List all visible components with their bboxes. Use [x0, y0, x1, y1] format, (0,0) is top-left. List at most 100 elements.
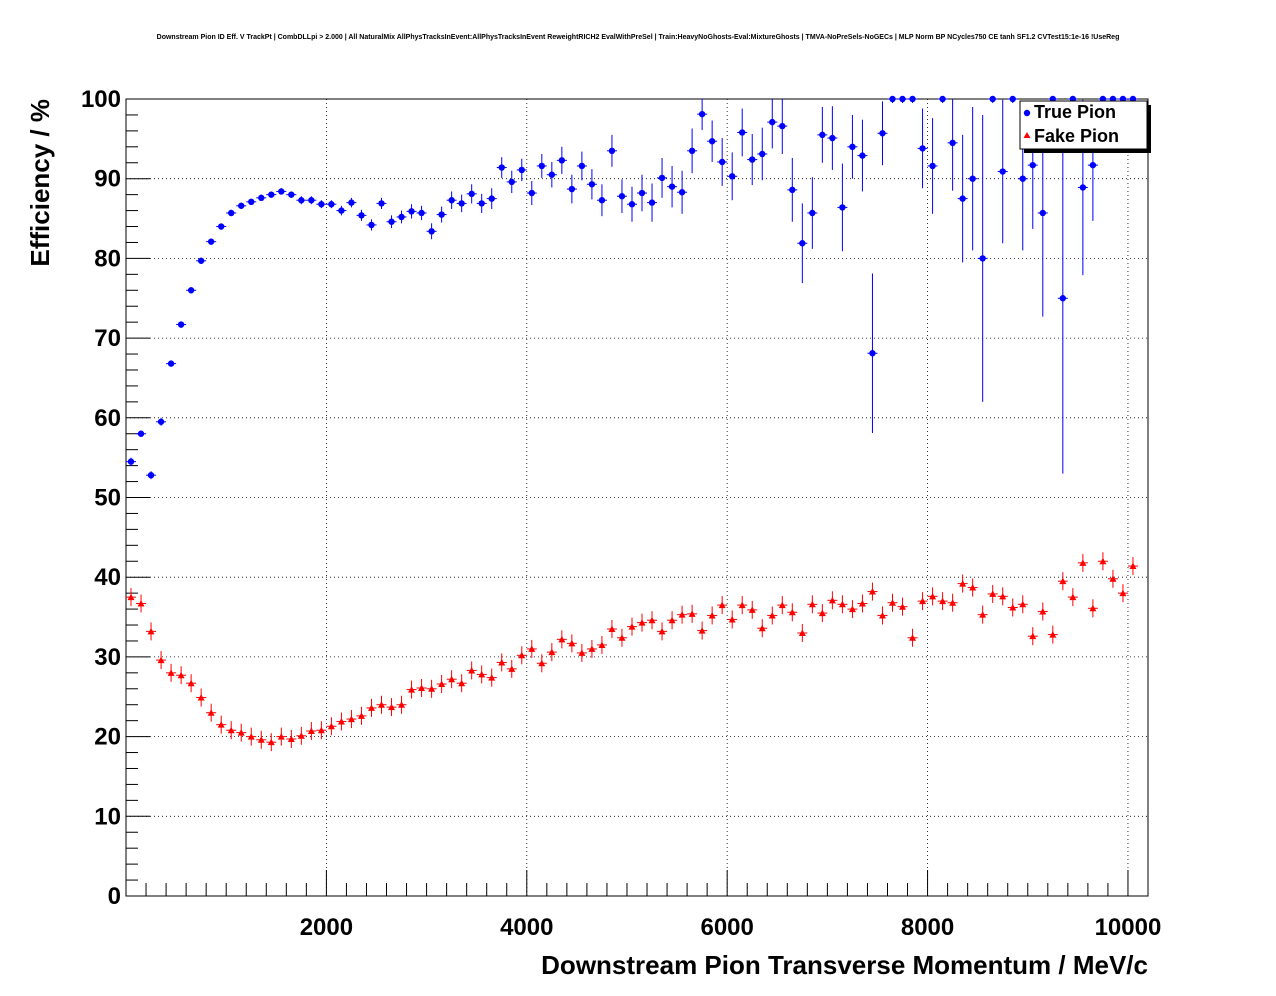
data-point-true-pion: [518, 166, 525, 174]
data-point-fake-pion: [177, 671, 185, 679]
data-point-fake-pion: [1059, 577, 1067, 585]
data-point-true-pion: [718, 158, 726, 166]
data-point-true-pion: [939, 95, 946, 103]
data-point-true-pion: [248, 198, 255, 206]
data-point-true-pion: [288, 191, 295, 198]
data-point-fake-pion: [367, 704, 375, 711]
data-point-fake-pion: [648, 616, 656, 624]
data-point-true-pion: [708, 138, 716, 145]
data-point-fake-pion: [1019, 600, 1027, 608]
data-point-true-pion: [388, 218, 395, 225]
data-point-true-pion: [608, 147, 616, 155]
data-point-fake-pion: [668, 616, 676, 624]
data-point-fake-pion: [778, 601, 786, 609]
data-point-fake-pion: [247, 733, 255, 740]
data-point-fake-pion: [808, 600, 816, 608]
data-point-fake-pion: [1029, 632, 1037, 640]
axes: 0 10 20 30 40 50 60 70 80 90 100 2000 4000 6000 8000 10…: [81, 86, 1161, 941]
y-tick-label: 60: [94, 405, 121, 432]
data-point-fake-pion: [949, 599, 957, 606]
data-point-true-pion: [769, 118, 776, 126]
data-point-fake-pion: [959, 580, 967, 587]
data-point-fake-pion: [838, 600, 846, 608]
data-point-true-pion: [177, 321, 185, 328]
data-point-true-pion: [228, 209, 235, 217]
data-point-true-pion: [759, 150, 766, 158]
data-point-true-pion: [969, 175, 976, 182]
data-point-true-pion: [698, 110, 706, 118]
y-tick-label: 20: [94, 724, 121, 751]
data-point-fake-pion: [408, 686, 416, 693]
data-point-true-pion: [919, 145, 926, 152]
data-point-fake-pion: [458, 679, 466, 687]
data-point-true-pion: [989, 95, 996, 103]
x-tick-label: 10000: [1095, 914, 1162, 941]
data-point-true-pion: [468, 190, 475, 198]
data-point-true-pion: [839, 204, 846, 211]
data-point-fake-pion: [748, 606, 756, 613]
data-point-fake-pion: [488, 674, 496, 681]
data-point-fake-pion: [1079, 559, 1087, 566]
data-point-fake-pion: [698, 627, 706, 634]
data-point-fake-pion: [728, 615, 736, 623]
data-point-fake-pion: [1049, 631, 1057, 638]
data-point-true-pion: [638, 189, 646, 197]
data-point-true-pion: [899, 95, 906, 103]
data-point-true-pion: [628, 201, 636, 208]
data-point-true-pion: [488, 195, 495, 202]
data-point-true-pion: [157, 418, 165, 425]
data-point-fake-pion: [608, 625, 616, 633]
x-tick-label: 6000: [700, 914, 753, 941]
data-point-fake-pion: [899, 603, 907, 610]
data-point-true-pion: [478, 200, 485, 207]
data-point-fake-pion: [388, 703, 396, 711]
data-point-fake-pion: [267, 738, 275, 746]
data-point-fake-pion: [939, 597, 947, 605]
data-point-fake-pion: [448, 675, 456, 683]
data-point-true-pion: [668, 183, 676, 190]
data-point-true-pion: [498, 164, 505, 171]
data-point-fake-pion: [818, 609, 826, 617]
data-point-fake-pion: [1109, 575, 1117, 582]
data-point-true-pion: [799, 240, 806, 247]
data-point-true-pion: [789, 186, 796, 194]
data-point-fake-pion: [1039, 607, 1047, 615]
data-point-true-pion: [1009, 95, 1016, 103]
data-point-true-pion: [598, 197, 606, 204]
data-point-true-pion: [1019, 175, 1026, 182]
data-point-true-pion: [1059, 295, 1067, 302]
data-point-true-pion: [548, 171, 556, 178]
data-point-fake-pion: [357, 712, 365, 719]
legend-box: [1019, 100, 1148, 150]
y-tick-label: 10: [94, 803, 121, 830]
data-point-true-pion: [338, 207, 345, 214]
data-point-fake-pion: [207, 709, 215, 716]
data-point-true-pion: [979, 255, 986, 262]
data-point-fake-pion: [598, 641, 606, 648]
data-point-true-pion: [1079, 184, 1087, 191]
data-point-fake-pion: [858, 600, 866, 607]
grid-lines: [126, 99, 1148, 896]
data-point-fake-pion: [878, 611, 886, 619]
data-point-fake-pion: [678, 611, 686, 618]
data-point-fake-pion: [418, 684, 426, 691]
data-point-true-pion: [829, 134, 836, 142]
data-point-fake-pion: [688, 610, 696, 617]
data-point-fake-pion: [889, 599, 896, 606]
data-point-fake-pion: [989, 590, 997, 597]
data-point-fake-pion: [1069, 593, 1077, 601]
data-point-fake-pion: [969, 584, 977, 591]
data-point-true-pion: [448, 197, 455, 204]
data-point-fake-pion: [628, 623, 636, 630]
data-point-fake-pion: [999, 592, 1007, 600]
data-point-fake-pion: [1089, 604, 1097, 612]
data-point-true-pion: [308, 197, 315, 204]
data-point-true-pion: [588, 181, 596, 188]
data-point-true-pion: [949, 139, 956, 147]
x-axis-title: Downstream Pion Transverse Momentum / Me…: [541, 950, 1148, 980]
data-point-true-pion: [238, 202, 245, 209]
data-point-true-pion: [268, 191, 275, 198]
data-point-true-pion: [368, 221, 375, 229]
data-point-fake-pion: [217, 721, 225, 728]
data-point-fake-pion: [277, 733, 285, 740]
